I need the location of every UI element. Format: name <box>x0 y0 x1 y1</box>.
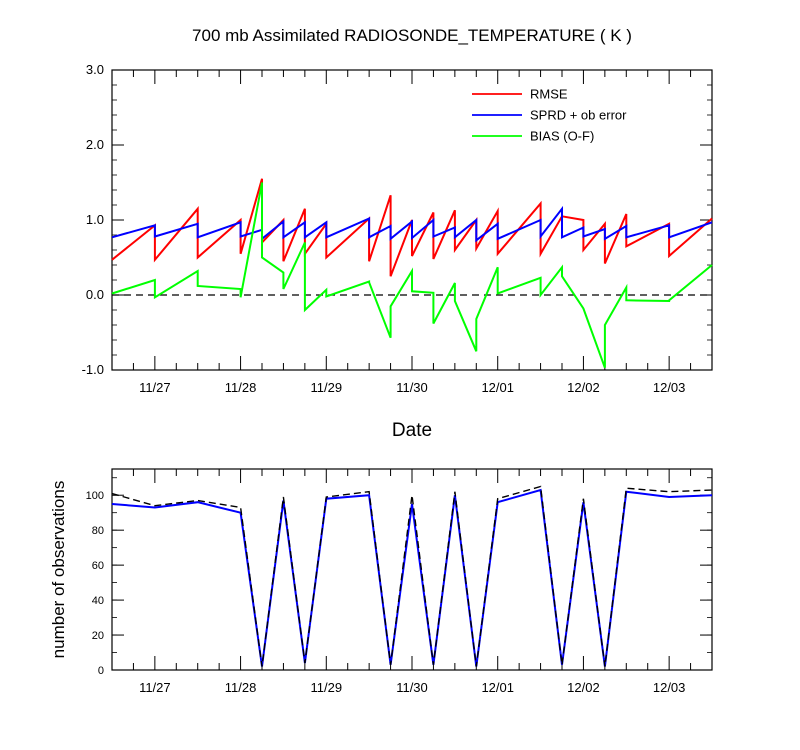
top-y-tick-label: 3.0 <box>86 62 104 77</box>
top-x-tick-label: 11/29 <box>310 380 342 395</box>
top-panel: 11/27 11/28 11/29 11/30 12/01 12/02 12/03 3.0 2.… <box>82 26 713 441</box>
top-y-tick-label: -1.0 <box>82 362 104 377</box>
bottom-y-tick-label: 0 <box>98 665 104 677</box>
bottom-x-tick-label: 12/02 <box>567 680 600 695</box>
bottom-series-1-line <box>111 485 713 667</box>
bottom-x-tick-label: 11/29 <box>310 680 342 695</box>
legend-label-0: RMSE <box>530 87 568 102</box>
bottom-x-tick-label: 11/28 <box>225 680 257 695</box>
top-chart-title: 700 mb Assimilated RADIOSONDE_TEMPERATUR… <box>192 26 632 45</box>
legend-label-1: SPRD + ob error <box>530 108 627 123</box>
top-x-tick-label: 11/27 <box>139 380 171 395</box>
bottom-series-0-line <box>111 488 713 667</box>
top-y-tick-label: 1.0 <box>86 212 104 227</box>
top-x-tick-label: 11/30 <box>396 380 428 395</box>
top-x-tick-label: 12/01 <box>481 380 514 395</box>
top-x-tick-label: 12/02 <box>567 380 600 395</box>
top-series-0-line <box>111 178 713 277</box>
bottom-y-axis-label: number of observations <box>49 481 68 659</box>
top-y-tick-label: 2.0 <box>86 137 104 152</box>
top-x-tick-label: 12/03 <box>653 380 686 395</box>
bottom-y-tick-label: 100 <box>86 490 104 502</box>
bottom-panel: 11/27 11/28 11/29 11/30 12/01 12/02 12/03 0 20 40… <box>49 468 713 695</box>
bottom-x-tick-label: 12/03 <box>653 680 686 695</box>
bottom-y-tick-label: 60 <box>92 560 104 572</box>
top-series-1-line <box>111 205 713 243</box>
bottom-y-tick-label: 20 <box>92 630 104 642</box>
top-series-2-line <box>111 182 713 369</box>
bottom-x-tick-label: 12/01 <box>481 680 514 695</box>
legend-label-2: BIAS (O-F) <box>530 129 594 144</box>
bottom-y-tick-label: 40 <box>92 595 104 607</box>
bottom-x-tick-label: 11/30 <box>396 680 428 695</box>
top-x-tick-label: 11/28 <box>225 380 257 395</box>
bottom-x-tick-label: 11/27 <box>139 680 171 695</box>
top-x-axis-label: Date <box>392 420 432 441</box>
top-y-tick-label: 0.0 <box>86 287 104 302</box>
bottom-y-tick-label: 80 <box>92 525 104 537</box>
